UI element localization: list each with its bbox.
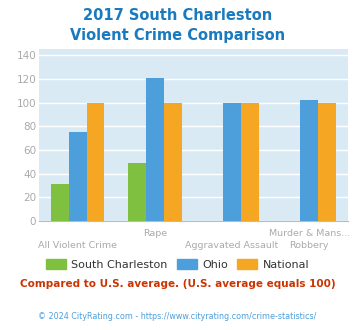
Bar (300, 100, 318, 221)
Bar (241, 103, 259, 221)
Text: Rape: Rape (143, 229, 167, 238)
Text: Compared to U.S. average. (U.S. average equals 100): Compared to U.S. average. (U.S. average … (20, 279, 335, 289)
Bar (223, 103, 241, 221)
Text: Aggravated Assault: Aggravated Assault (185, 241, 279, 250)
Text: Violent Crime Comparison: Violent Crime Comparison (70, 28, 285, 43)
Text: Robbery: Robbery (290, 241, 329, 250)
Text: 2017 South Charleston: 2017 South Charleston (83, 8, 272, 23)
Bar (69, 132, 87, 221)
Bar (51, 184, 69, 221)
Bar (128, 163, 146, 221)
Bar (87, 103, 104, 221)
Text: Murder & Mans...: Murder & Mans... (269, 229, 350, 238)
Legend: South Charleston, Ohio, National: South Charleston, Ohio, National (42, 255, 313, 274)
Bar (164, 103, 181, 221)
Bar (318, 103, 336, 221)
Text: All Violent Crime: All Violent Crime (38, 241, 117, 250)
Text: © 2024 CityRating.com - https://www.cityrating.com/crime-statistics/: © 2024 CityRating.com - https://www.city… (38, 312, 317, 321)
Bar (146, 78, 164, 221)
